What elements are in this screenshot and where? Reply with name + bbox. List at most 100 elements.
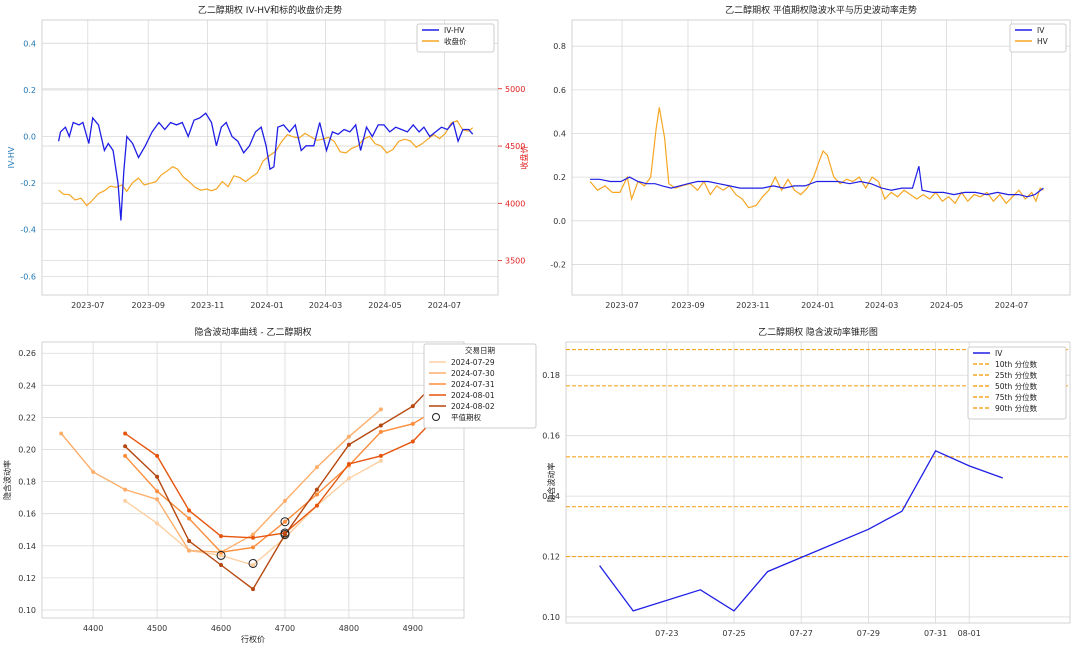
smile-point xyxy=(155,521,160,526)
y-tick-label: 0.20 xyxy=(18,446,36,455)
y2-tick-label: 4000 xyxy=(505,199,525,208)
y2-tick-label: 5000 xyxy=(505,85,525,94)
smile-point xyxy=(346,434,351,439)
x-tick-label: 07-23 xyxy=(655,629,678,638)
legend-label: 75th 分位数 xyxy=(995,392,1038,402)
smile-point xyxy=(410,404,415,409)
smile-point xyxy=(155,489,160,494)
smile-point xyxy=(314,492,319,497)
series-line-hv xyxy=(589,107,1044,209)
y-tick-label: 0.22 xyxy=(18,413,36,422)
legend-label: 2024-07-31 xyxy=(451,380,495,389)
legend-box xyxy=(1009,23,1067,53)
smile-point xyxy=(251,532,255,537)
y-tick-label: 0.16 xyxy=(542,432,560,441)
smile-point xyxy=(378,458,383,463)
plot-frame xyxy=(565,341,1071,624)
atm-marker xyxy=(280,530,290,540)
smile-point xyxy=(187,548,192,553)
atm-marker xyxy=(280,517,290,527)
series-line-iv xyxy=(590,166,1044,198)
legend-label: 平值期权 xyxy=(451,412,481,422)
y-tick-label: 0.0 xyxy=(23,133,36,142)
y-axis-label: 隐含波动率 xyxy=(2,460,12,500)
chart-panel-1: 2023-07 2023-09 2023-11 2024-01 2024-03 2024-… xyxy=(7,4,529,310)
x-tick-label: 4600 xyxy=(211,624,231,633)
y-tick-label: 0.0 xyxy=(553,217,566,226)
y-tick-label: 0.12 xyxy=(18,574,36,583)
x-tick-label: 2023-09 xyxy=(131,301,164,310)
y-tick-label: 0.26 xyxy=(18,349,36,358)
legend-label: 2024-07-30 xyxy=(451,369,495,378)
y-axis-label: IV-HV xyxy=(7,146,16,168)
smile-point xyxy=(123,453,128,458)
y-tick-label: 0.14 xyxy=(542,492,560,501)
x-tick-label: 08-01 xyxy=(958,629,981,638)
y-tick-label: 0.10 xyxy=(18,606,36,615)
smile-point xyxy=(314,503,319,508)
x-tick-label: 07-25 xyxy=(722,629,745,638)
legend-label: HV xyxy=(1037,37,1049,46)
x-tick-label: 4400 xyxy=(83,624,103,633)
y-tick-label: 0.4 xyxy=(553,129,566,138)
smile-point xyxy=(346,476,351,481)
smile-point xyxy=(155,453,160,458)
x-tick-label: 2024-05 xyxy=(368,301,401,310)
smile-point xyxy=(251,587,255,592)
smile-point xyxy=(123,431,128,436)
legend-label: IV-HV xyxy=(444,26,465,35)
smile-point xyxy=(187,516,192,521)
chart-panel-4: 07-23 07-25 07-27 07-29 07-31 08-01 0.10 0.12 0.… xyxy=(542,326,1071,638)
plot-frame xyxy=(571,19,1071,296)
smile-point xyxy=(123,444,128,449)
smile-point xyxy=(123,487,128,492)
plot-frame xyxy=(41,341,465,619)
smile-point xyxy=(282,498,287,503)
smile-point xyxy=(282,532,287,537)
legend-box xyxy=(416,23,495,53)
smile-point xyxy=(187,508,192,513)
series-line-close-price xyxy=(58,120,474,207)
y-tick-label: 0.8 xyxy=(553,42,566,51)
y-tick-label: 0.12 xyxy=(542,553,560,562)
x-tick-label: 2024-01 xyxy=(801,301,834,310)
x-tick-label: 2024-07 xyxy=(995,301,1028,310)
x-tick-label: 4800 xyxy=(339,624,359,633)
smile-point xyxy=(378,429,383,434)
x-tick-label: 4900 xyxy=(403,624,423,633)
x-tick-label: 2024-05 xyxy=(930,301,963,310)
smile-point xyxy=(410,421,415,426)
y-tick-label: 0.16 xyxy=(18,510,36,519)
x-tick-label: 07-31 xyxy=(924,629,947,638)
x-tick-label: 2023-09 xyxy=(671,301,704,310)
smile-point xyxy=(251,545,255,550)
smile-point xyxy=(155,497,160,502)
smile-point xyxy=(251,563,255,568)
smile-point xyxy=(59,431,64,436)
smile-point xyxy=(346,442,351,447)
atm-marker xyxy=(248,558,258,568)
smile-point xyxy=(123,498,128,503)
y-tick-label: 0.18 xyxy=(542,371,560,380)
smile-point xyxy=(219,563,224,568)
y-tick-label: -0.4 xyxy=(20,226,36,235)
x-tick-label: 07-27 xyxy=(790,629,813,638)
chart-title: 乙二醇期权 隐含波动率锥形图 xyxy=(758,326,878,338)
legend-box xyxy=(967,346,1067,420)
y-tick-label: 0.18 xyxy=(18,478,36,487)
legend-label: 2024-08-02 xyxy=(451,402,495,411)
y-tick-label: -0.2 xyxy=(20,179,36,188)
legend-label: 2024-07-29 xyxy=(451,358,495,367)
x-tick-label: 2023-07 xyxy=(605,301,638,310)
smile-point xyxy=(219,553,224,558)
legend-label: IV xyxy=(1037,26,1045,35)
y-tick-label: -0.2 xyxy=(550,260,566,269)
smile-point xyxy=(155,474,160,479)
smile-point xyxy=(282,519,287,524)
y-tick-label: 0.4 xyxy=(23,39,36,48)
legend-label: 90th 分位数 xyxy=(995,403,1038,413)
smile-point xyxy=(378,407,383,412)
smile-point xyxy=(378,423,383,428)
x-tick-label: 4500 xyxy=(147,624,167,633)
x-tick-label: 2023-07 xyxy=(71,301,104,310)
